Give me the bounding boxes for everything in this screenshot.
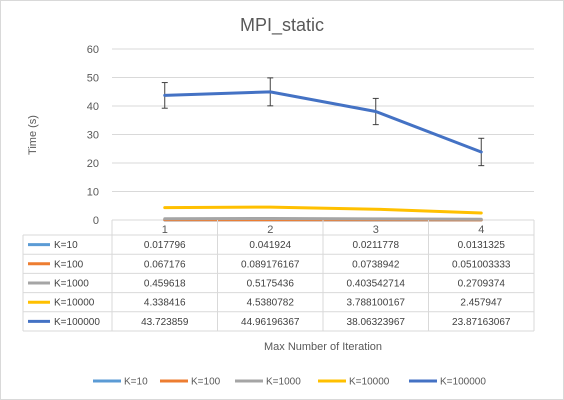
- y-tick-label: 60: [87, 44, 99, 56]
- y-tick-label: 0: [93, 215, 99, 227]
- data-table: K=10 0.017796 0.041924 0.0211778 0.0131325 K=…: [22, 220, 535, 332]
- legend-label: K=100: [191, 377, 221, 388]
- table-cell: 0.051003333: [452, 259, 511, 270]
- y-tick-label: 20: [87, 158, 99, 170]
- x-tick-labels: 1 2 3 4: [162, 224, 485, 236]
- x-tick-label: 2: [267, 224, 273, 236]
- x-tick-label: 4: [478, 224, 484, 236]
- table-cell: 0.0738942: [352, 259, 400, 270]
- legend-label: K=1000: [266, 377, 301, 388]
- table-cell: 0.0211778: [352, 240, 399, 251]
- table-cell: 4.5380782: [247, 298, 295, 309]
- table-row-label: K=10000: [54, 298, 95, 309]
- table-cell: 44.96196367: [241, 317, 300, 328]
- table-cell: 2.457947: [460, 298, 502, 309]
- series-line: [163, 90, 483, 154]
- series-line: [163, 205, 483, 215]
- table-row-label: K=100: [54, 259, 84, 270]
- legend-label: K=10000: [349, 377, 390, 388]
- table-row-label: K=100000: [54, 317, 100, 328]
- table-cell: 3.788100167: [347, 298, 406, 309]
- table-row-label: K=1000: [54, 279, 89, 290]
- gridlines: [112, 48, 534, 221]
- table-cell: 0.041924: [249, 240, 291, 251]
- x-tick-label: 1: [162, 224, 168, 236]
- y-tick-label: 40: [87, 101, 99, 113]
- legend-label: K=100000: [440, 377, 486, 388]
- table-cell: 0.067176: [144, 259, 186, 270]
- series-line: [163, 217, 483, 221]
- table-cell: 0.403542714: [347, 279, 406, 290]
- series-lines: [163, 90, 483, 222]
- table-cell: 0.089176167: [241, 259, 300, 270]
- table-cell: 0.2709374: [458, 279, 506, 290]
- table-cell: 4.338416: [144, 298, 186, 309]
- table-row-label: K=10: [54, 240, 78, 251]
- error-bars: [161, 77, 485, 167]
- table-cell: 0.459618: [144, 279, 186, 290]
- x-tick-label: 3: [373, 224, 379, 236]
- y-tick-label: 10: [87, 187, 99, 199]
- y-tick-labels: 0 10 20 30 40 50 60: [87, 44, 99, 227]
- x-axis-title: Max Number of Iteration: [264, 341, 382, 353]
- y-tick-label: 30: [87, 130, 99, 142]
- table-cell: 43.723859: [141, 317, 189, 328]
- table-cell: 23.87163067: [452, 317, 511, 328]
- y-tick-label: 50: [87, 73, 99, 85]
- table-cell: 38.06323967: [347, 317, 406, 328]
- legend-label: K=10: [124, 377, 148, 388]
- y-axis-title: Time (s): [27, 115, 39, 155]
- legend: K=10 K=100 K=1000 K=10000 K=100000: [93, 377, 486, 388]
- table-cell: 0.017796: [144, 240, 186, 251]
- chart-title: MPI_static: [240, 15, 324, 36]
- table-cell: 0.5175436: [247, 279, 295, 290]
- table-cell: 0.0131325: [458, 240, 506, 251]
